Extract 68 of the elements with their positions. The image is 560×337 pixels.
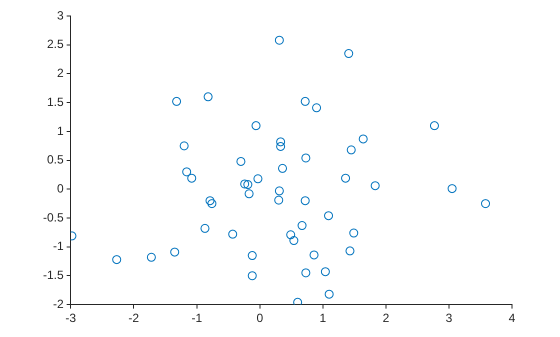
y-tick-label: 1: [56, 124, 64, 138]
point: [300, 196, 310, 206]
point: [274, 186, 284, 196]
point: [276, 142, 286, 151]
point: [481, 199, 490, 208]
y-tick-label: -1: [53, 239, 64, 254]
point: [320, 267, 330, 276]
point: [345, 246, 354, 256]
y-tick-label: -1.5: [42, 268, 64, 282]
point: [312, 103, 322, 112]
y-tick-label: 0.5: [46, 152, 64, 167]
point: [244, 189, 254, 198]
point: [170, 248, 180, 257]
point: [240, 179, 250, 188]
point: [344, 49, 354, 58]
y-tick-label: 1.5: [46, 94, 64, 109]
point: [286, 230, 296, 240]
point: [146, 252, 156, 262]
point: [248, 251, 257, 260]
point: [276, 137, 286, 146]
point: [346, 145, 356, 154]
point: [274, 36, 284, 45]
x-tick-label: 0: [256, 311, 264, 326]
point: [358, 134, 368, 144]
y-tick-label: -2: [53, 296, 64, 311]
point: [448, 184, 457, 194]
point: [248, 271, 257, 280]
point: [289, 236, 298, 246]
y-tick-label: 2.5: [46, 37, 64, 52]
point: [341, 174, 350, 183]
point: [324, 290, 334, 299]
point: [228, 230, 238, 239]
point: [182, 167, 192, 176]
point: [172, 96, 182, 106]
point: [243, 180, 252, 190]
point: [252, 121, 261, 130]
point: [349, 228, 358, 238]
x-tick-label: -1: [191, 311, 202, 326]
point: [300, 96, 310, 106]
point: [236, 156, 246, 166]
point: [430, 121, 439, 130]
x-tick-label: 2: [382, 311, 390, 326]
x-tick-label: 1: [320, 311, 327, 326]
point: [253, 174, 262, 184]
point: [274, 196, 284, 205]
point: [293, 298, 302, 305]
point: [278, 164, 288, 173]
point: [370, 181, 380, 190]
y-tick-label: 2: [56, 66, 64, 80]
x-tick-label: -3: [65, 311, 76, 326]
x-tick-label: 4: [508, 311, 516, 326]
point: [204, 92, 213, 102]
point: [180, 141, 189, 150]
point: [207, 199, 216, 208]
point: [187, 174, 196, 183]
x-tick-label: 3: [446, 311, 453, 326]
point: [301, 153, 310, 162]
point: [112, 255, 122, 264]
y-tick-label: -0.5: [42, 210, 64, 224]
y-tick-label: 0: [56, 181, 64, 196]
x-tick-label: -2: [128, 311, 140, 326]
point: [298, 221, 307, 230]
point: [206, 196, 215, 206]
point: [310, 250, 319, 260]
y-tick-label: 3: [56, 8, 64, 22]
point: [200, 224, 210, 233]
point: [324, 211, 334, 220]
point: [301, 268, 310, 278]
